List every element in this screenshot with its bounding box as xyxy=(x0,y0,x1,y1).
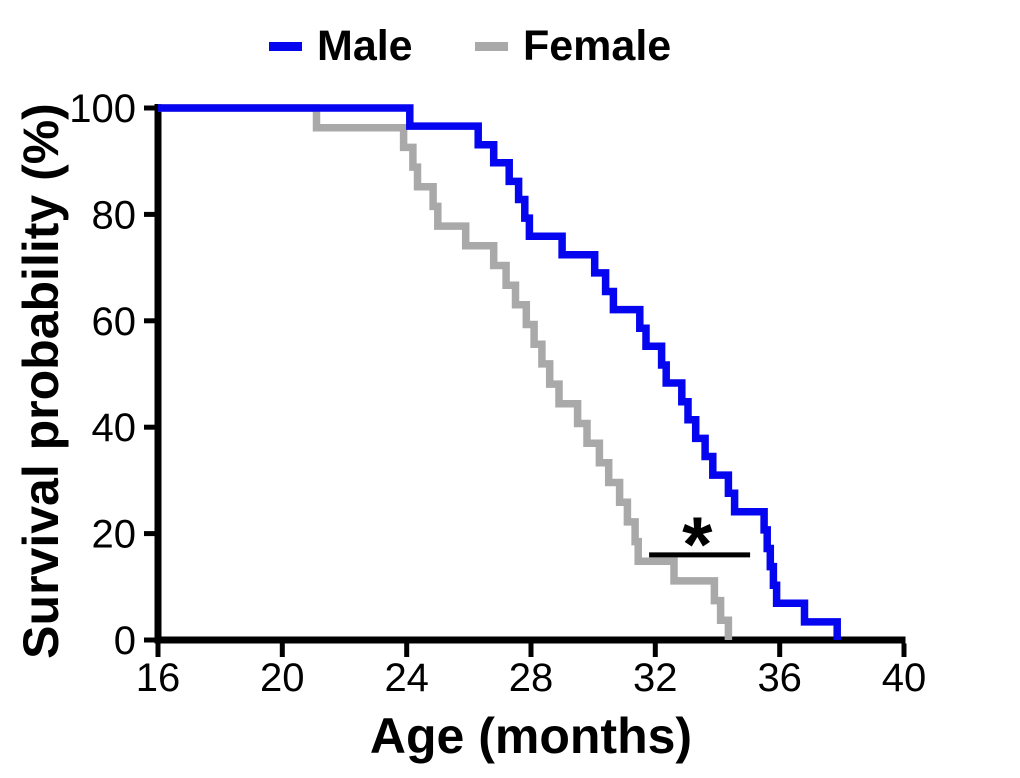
x-tick-label: 28 xyxy=(509,656,554,700)
x-tick-label: 36 xyxy=(757,656,802,700)
y-tick-label: 60 xyxy=(92,300,137,344)
x-tick-label: 20 xyxy=(260,656,305,700)
survival-curves xyxy=(158,104,841,640)
legend: Male Female xyxy=(0,0,1020,80)
x-axis-title: Age (months) xyxy=(370,708,692,764)
y-tick-label: 40 xyxy=(92,406,137,450)
axes: 16 20 24 28 32 36 40 0 20 40 60 80 100 xyxy=(69,87,926,700)
female-line-swatch xyxy=(475,41,508,51)
y-tick-label: 100 xyxy=(69,87,136,131)
y-tick-label: 0 xyxy=(114,619,136,663)
legend-label-male: Male xyxy=(317,22,413,70)
survival-curve-female xyxy=(158,104,733,640)
legend-item-female: Female xyxy=(475,20,671,72)
x-tick-label: 32 xyxy=(633,656,678,700)
significance-annotation: * xyxy=(649,500,751,588)
legend-item-male: Male xyxy=(269,20,413,72)
y-tick-label: 80 xyxy=(92,193,137,237)
y-axis-title: Survival probability (%) xyxy=(13,103,69,659)
x-tick-label: 16 xyxy=(136,656,181,700)
x-tick-label: 40 xyxy=(882,656,927,700)
male-line-swatch xyxy=(269,41,302,51)
x-tick-label: 24 xyxy=(384,656,429,700)
y-tick-label: 20 xyxy=(92,513,137,557)
survival-curve-male xyxy=(158,104,841,640)
legend-label-female: Female xyxy=(523,22,672,70)
significance-asterisk: * xyxy=(682,500,713,588)
